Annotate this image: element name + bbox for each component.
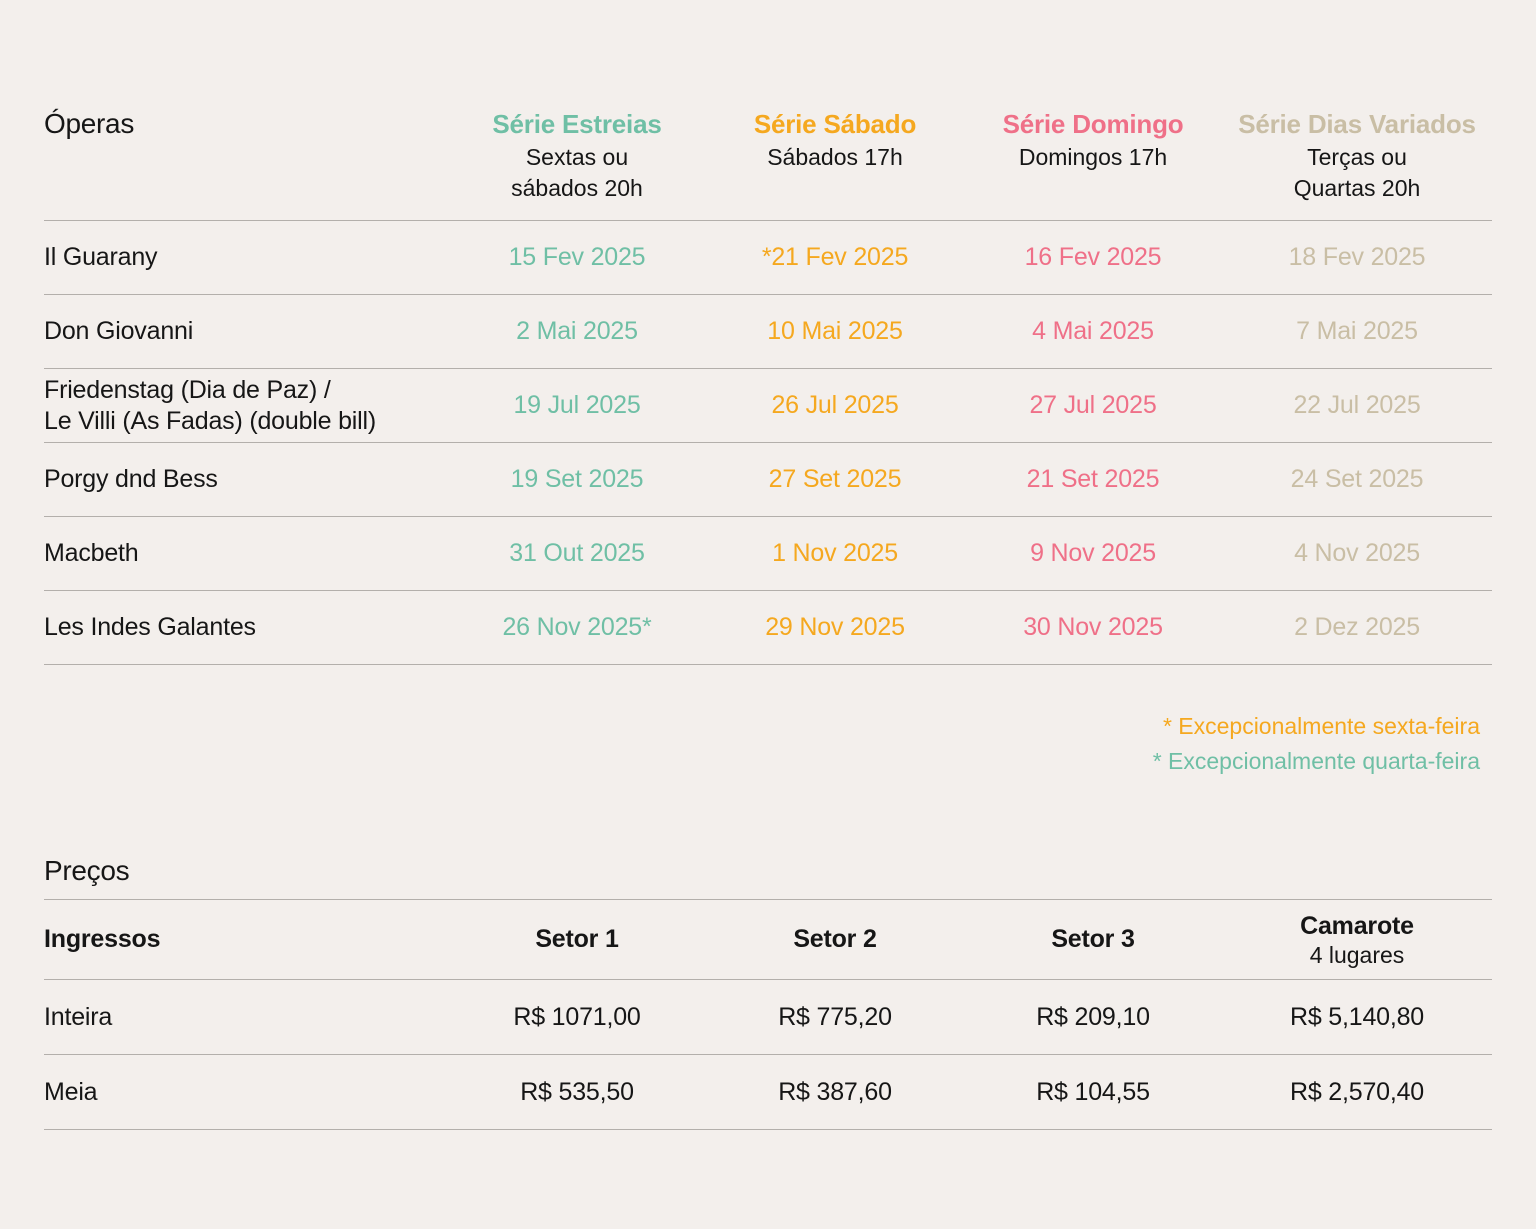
setor-1-header: Setor 1 (535, 925, 619, 953)
date-serie-estreias: 2 Mai 2025 (516, 317, 638, 345)
opera-name: Il Guarany (44, 243, 158, 271)
serie-domingo-subtitle: Domingos 17h (1018, 144, 1168, 170)
serie-estreias-label: Série Estreias (492, 109, 662, 139)
opera-name: Don Giovanni (44, 317, 194, 345)
operas-schedule-table: Óperas Série Estreias Sextas ou sábados … (44, 0, 1492, 665)
date-serie-dias-variados: 4 Nov 2025 (1294, 539, 1420, 567)
price-row: Meia R$ 535,50 R$ 387,60 R$ 104,55 R$ 2,… (44, 1055, 1492, 1130)
date-serie-domingo: 4 Mai 2025 (1032, 317, 1154, 345)
opera-row: Macbeth 31 Out 2025 1 Nov 2025 9 Nov 202… (44, 517, 1492, 591)
date-serie-dias-variados: 18 Fev 2025 (1288, 243, 1426, 271)
setor-3-header: Setor 3 (1051, 925, 1135, 953)
serie-domingo-label: Série Domingo (1002, 109, 1184, 139)
ticket-type-label: Inteira (44, 1002, 113, 1031)
date-serie-sabado: 1 Nov 2025 (772, 539, 898, 567)
price-setor-2: R$ 775,20 (778, 1002, 892, 1031)
date-serie-sabado: 27 Set 2025 (768, 465, 902, 493)
prices-table: Ingressos Setor 1 Setor 2 Setor 3 Camaro… (44, 899, 1492, 1130)
opera-name: Les Indes Galantes (44, 613, 256, 641)
footnote-quarta-feira: * Excepcionalmente quarta-feira (1152, 748, 1480, 774)
price-setor-1: R$ 1071,00 (513, 1002, 641, 1031)
price-row: Inteira R$ 1071,00 R$ 775,20 R$ 209,10 R… (44, 980, 1492, 1055)
price-camarote: R$ 2,570,40 (1289, 1077, 1425, 1106)
serie-dias-variados-label: Série Dias Variados (1238, 109, 1476, 139)
ticket-type-label: Meia (44, 1077, 98, 1106)
opera-row: Friedenstag (Dia de Paz) / Le Villi (As … (44, 369, 1492, 443)
serie-estreias-subtitle: Sextas ou sábados 20h (511, 144, 643, 201)
column-header-serie-estreias: Série Estreias Sextas ou sábados 20h (448, 106, 706, 204)
serie-dias-variados-subtitle: Terças ou Quartas 20h (1293, 144, 1421, 201)
date-serie-domingo: 21 Set 2025 (1026, 465, 1160, 493)
opera-name: Macbeth (44, 539, 139, 567)
date-serie-domingo: 30 Nov 2025 (1023, 613, 1163, 641)
date-serie-estreias: 19 Set 2025 (510, 465, 644, 493)
setor-2-header: Setor 2 (793, 925, 877, 953)
date-serie-dias-variados: 24 Set 2025 (1290, 465, 1424, 493)
date-serie-sabado: *21 Fev 2025 (761, 243, 909, 271)
column-header-serie-domingo: Série Domingo Domingos 17h (964, 106, 1222, 173)
serie-sabado-subtitle: Sábados 17h (767, 144, 903, 170)
camarote-header: Camarote 4 lugares (1222, 911, 1492, 969)
footnotes: * Excepcionalmente sexta-feira * Excepci… (44, 709, 1492, 779)
precos-title: Preços (44, 855, 130, 886)
opera-row: Les Indes Galantes 26 Nov 2025* 29 Nov 2… (44, 591, 1492, 665)
price-setor-3: R$ 104,55 (1036, 1077, 1150, 1106)
opera-row: Il Guarany 15 Fev 2025 *21 Fev 2025 16 F… (44, 221, 1492, 295)
date-serie-sabado: 26 Jul 2025 (771, 391, 899, 419)
opera-row: Don Giovanni 2 Mai 2025 10 Mai 2025 4 Ma… (44, 295, 1492, 369)
date-serie-estreias: 31 Out 2025 (509, 539, 645, 567)
column-header-serie-dias-variados: Série Dias Variados Terças ou Quartas 20… (1222, 106, 1492, 204)
serie-sabado-label: Série Sábado (753, 109, 917, 139)
date-serie-dias-variados: 2 Dez 2025 (1294, 613, 1420, 641)
opera-name: Porgy dnd Bess (44, 465, 218, 493)
date-serie-domingo: 16 Fev 2025 (1024, 243, 1162, 271)
schedule-header-row: Óperas Série Estreias Sextas ou sábados … (44, 0, 1492, 221)
date-serie-estreias: 15 Fev 2025 (508, 243, 646, 271)
date-serie-estreias: 19 Jul 2025 (513, 391, 641, 419)
price-setor-3: R$ 209,10 (1036, 1002, 1150, 1031)
opera-name: Friedenstag (Dia de Paz) / Le Villi (As … (44, 375, 376, 435)
price-setor-2: R$ 387,60 (778, 1077, 892, 1106)
operas-title: Óperas (44, 108, 135, 139)
camarote-label: Camarote (1300, 911, 1414, 940)
price-camarote: R$ 5,140,80 (1289, 1002, 1425, 1031)
opera-row: Porgy dnd Bess 19 Set 2025 27 Set 2025 2… (44, 443, 1492, 517)
date-serie-sabado: 10 Mai 2025 (767, 317, 903, 345)
footnote-sexta-feira: * Excepcionalmente sexta-feira (1162, 713, 1480, 739)
date-serie-domingo: 9 Nov 2025 (1030, 539, 1156, 567)
date-serie-dias-variados: 22 Jul 2025 (1293, 391, 1421, 419)
page-content: Óperas Série Estreias Sextas ou sábados … (44, 0, 1492, 1130)
camarote-subtitle: 4 lugares (1309, 941, 1405, 968)
ingressos-header: Ingressos (44, 925, 161, 953)
price-setor-1: R$ 535,50 (520, 1077, 634, 1106)
date-serie-domingo: 27 Jul 2025 (1029, 391, 1157, 419)
date-serie-sabado: 29 Nov 2025 (765, 613, 905, 641)
prices-header-row: Ingressos Setor 1 Setor 2 Setor 3 Camaro… (44, 900, 1492, 980)
date-serie-estreias: 26 Nov 2025* (502, 613, 652, 641)
column-header-serie-sabado: Série Sábado Sábados 17h (706, 106, 964, 173)
date-serie-dias-variados: 7 Mai 2025 (1296, 317, 1418, 345)
